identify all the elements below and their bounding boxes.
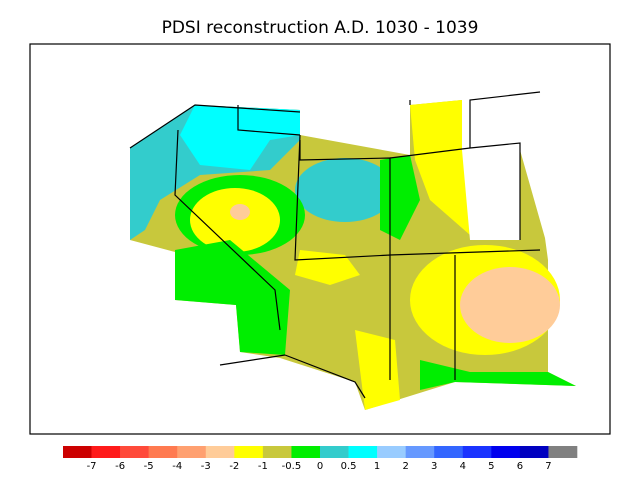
colorbar-box [63, 446, 92, 458]
colorbar-box [177, 446, 207, 458]
colorbar-tick-label: 7 [545, 461, 551, 472]
colorbar: -7 -6 -5 -4 -3 -2 -1 -0.5 0 0.5 1 2 3 4 5 6 7 [63, 446, 578, 472]
colorbar-tick-label: -0.5 [282, 461, 302, 472]
colorbar-box [434, 446, 464, 458]
colorbar-box [519, 446, 549, 458]
colorbar-box [120, 446, 149, 458]
colorbar-tick-label: -3 [201, 461, 211, 472]
colorbar-tick-label: 0.5 [341, 461, 357, 472]
colorbar-box [348, 446, 378, 458]
colorbar-box [234, 446, 264, 458]
colorbar-box [148, 446, 178, 458]
colorbar-box [291, 446, 321, 458]
colorbar-tick-label: 1 [374, 461, 380, 472]
state-borders [129, 91, 541, 399]
colorbar-tick-label: -6 [115, 461, 125, 472]
colorbar-tick-label: 4 [460, 461, 466, 472]
colorbar-box [91, 446, 121, 458]
colorbar-box [262, 446, 292, 458]
colorbar-tick-label: 6 [517, 461, 523, 472]
colorbar-box [205, 446, 235, 458]
colorbar-tick-label: -5 [144, 461, 154, 472]
colorbar-tick-label: -4 [172, 461, 182, 472]
colorbar-box [548, 446, 578, 458]
pdsi-field [130, 100, 576, 410]
colorbar-tick-label: -7 [87, 461, 97, 472]
colorbar-tick-label: -2 [229, 461, 239, 472]
colorbar-box [377, 446, 406, 458]
colorbar-tick-label: 0 [317, 461, 323, 472]
colorbar-box [491, 446, 521, 458]
colorbar-box [462, 446, 492, 458]
colorbar-tick-label: 2 [402, 461, 408, 472]
colorbar-tick-label: -1 [258, 461, 268, 472]
colorbar-box [320, 446, 349, 458]
colorbar-tick-label: 5 [488, 461, 494, 472]
colorbar-box [405, 446, 435, 458]
colorbar-tick-label: 3 [431, 461, 437, 472]
map-title: PDSI reconstruction A.D. 1030 - 1039 [162, 18, 479, 38]
